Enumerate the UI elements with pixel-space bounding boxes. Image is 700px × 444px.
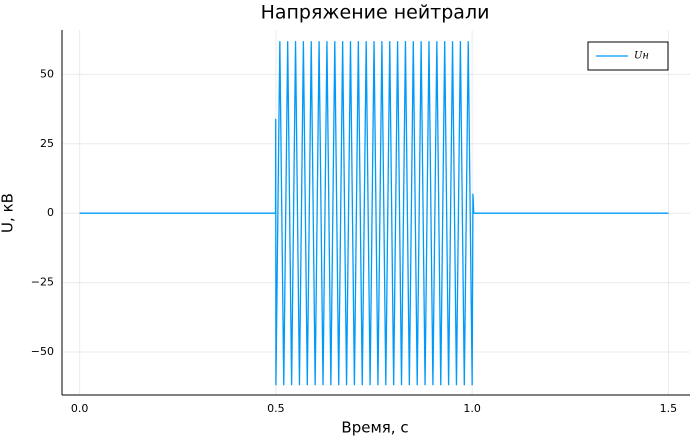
y-tick-label: 50 xyxy=(40,67,54,80)
x-tick-label: 0.0 xyxy=(71,402,89,415)
x-tick-label: 1.5 xyxy=(660,402,678,415)
y-tick-label: −25 xyxy=(31,276,54,289)
data-line xyxy=(79,41,669,386)
y-axis-label: U, кВ xyxy=(0,193,17,233)
legend-label: Uн xyxy=(634,51,649,62)
y-tick-label: −50 xyxy=(31,345,54,358)
x-axis-label: Время, с xyxy=(341,419,408,437)
y-tick-label: 25 xyxy=(40,137,54,150)
x-tick-label: 0.5 xyxy=(267,402,285,415)
chart-title: Напряжение нейтрали xyxy=(261,2,490,24)
y-tick-label: 0 xyxy=(47,206,54,219)
x-tick-label: 1.0 xyxy=(463,402,481,415)
